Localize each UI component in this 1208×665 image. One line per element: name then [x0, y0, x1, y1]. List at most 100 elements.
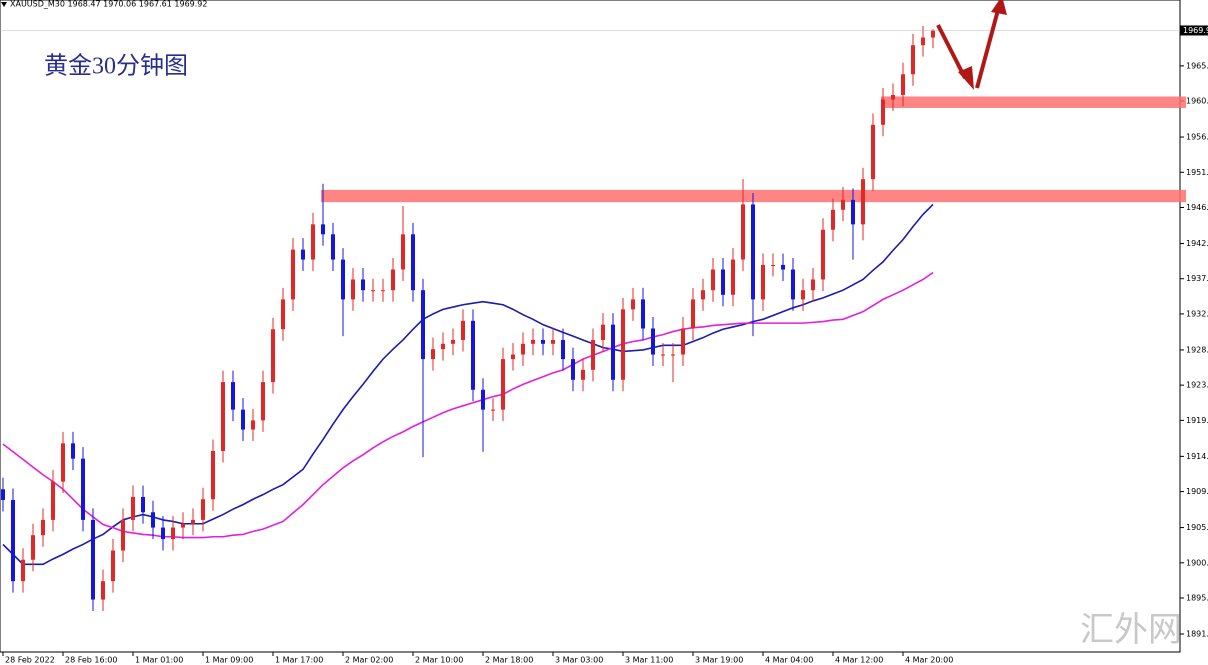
candle-body: [181, 523, 185, 528]
candle-body: [821, 229, 825, 280]
candle-body: [571, 359, 575, 380]
x-tick-label: 4 Mar 20:00: [905, 656, 953, 665]
y-tick-label: 1905.0: [1186, 523, 1208, 532]
candle-body: [731, 259, 735, 295]
x-tick-label: 28 Feb 2022: [5, 656, 55, 665]
y-tick-label: 1895.8: [1186, 594, 1208, 603]
candle-body: [891, 94, 895, 100]
candle-body: [831, 209, 835, 230]
candle-body: [331, 234, 335, 260]
candle-body: [211, 451, 215, 500]
candle-body: [491, 409, 495, 411]
moving-average: [2, 271, 934, 539]
candle-body: [881, 99, 885, 125]
candle-body: [771, 264, 775, 266]
candle-body: [111, 550, 115, 582]
candle-body: [911, 45, 915, 75]
x-tick-label: 3 Mar 19:00: [695, 656, 743, 665]
candle-body: [811, 279, 815, 291]
y-tick-label: 1909.7: [1186, 487, 1208, 496]
candle-body: [381, 290, 385, 292]
candle-body: [171, 527, 175, 540]
candle-body: [501, 359, 505, 410]
x-tick-label: 3 Mar 11:00: [625, 656, 673, 665]
candle-body: [391, 269, 395, 291]
candle-body: [711, 269, 715, 291]
candle-body: [261, 382, 265, 421]
y-tick-label: 1900.4: [1186, 558, 1208, 567]
candle-body: [131, 496, 135, 520]
resistance-zone: [881, 96, 1186, 108]
x-tick-label: 1 Mar 01:00: [135, 656, 183, 665]
candle-body: [651, 328, 655, 355]
candle-body: [251, 420, 255, 430]
x-tick-label: 1 Mar 09:00: [205, 656, 253, 665]
plot-area: [0, 0, 1181, 653]
candle-body: [11, 500, 15, 582]
candle-body: [341, 259, 345, 300]
chart-title: 黄金30分钟图: [44, 53, 188, 80]
y-tick-label: 1928.2: [1186, 345, 1208, 354]
y-tick-label: 1919.0: [1186, 416, 1208, 425]
candle-body: [1, 489, 5, 501]
candle-body: [311, 224, 315, 260]
candle-body: [281, 299, 285, 330]
candle-body: [451, 339, 455, 344]
arrows: [936, 0, 1007, 90]
candle-body: [411, 234, 415, 291]
candle-body: [901, 74, 905, 95]
candle-body: [51, 481, 55, 520]
moving-average: [2, 203, 934, 566]
x-tick-label: 3 Mar 03:00: [555, 656, 603, 665]
candle-body: [701, 290, 705, 300]
x-tick-label: 4 Mar 04:00: [765, 656, 813, 665]
candle-body: [81, 458, 85, 520]
arrow-up: [975, 9, 1000, 89]
candle-body: [71, 443, 75, 459]
candle-body: [241, 409, 245, 430]
candle-body: [521, 343, 525, 355]
candle-body: [751, 204, 755, 300]
candle-body: [161, 527, 165, 540]
candle-body: [541, 339, 545, 344]
candle-body: [121, 519, 125, 551]
header-icon: [1, 2, 7, 7]
candle-body: [511, 354, 515, 360]
y-tick-label: 1946.8: [1186, 203, 1208, 212]
candle-body: [301, 249, 305, 260]
candle-body: [441, 343, 445, 350]
candle-body: [561, 339, 565, 360]
x-tick-label: 2 Mar 02:00: [345, 656, 393, 665]
candle-body: [691, 299, 695, 329]
candle-body: [201, 499, 205, 520]
candle-body: [921, 37, 925, 46]
candle-body: [91, 519, 95, 600]
candle-body: [31, 535, 35, 560]
candle-body: [231, 382, 235, 410]
y-tick-label: 1951.4: [1186, 168, 1208, 177]
y-tick-label: 1937.5: [1186, 274, 1208, 283]
candle-body: [401, 234, 405, 270]
price-label: 1969.92: [1183, 26, 1208, 35]
y-tick-label: 1932.9: [1186, 309, 1208, 318]
candle-body: [671, 354, 675, 356]
candle-body: [321, 224, 325, 235]
y-tick-label: 1942.1: [1186, 239, 1208, 248]
candle-body: [421, 290, 425, 360]
y-tick-label: 1891.1: [1186, 630, 1208, 639]
y-tick-label: 1956.0: [1186, 133, 1208, 142]
candle-body: [581, 369, 585, 380]
candle-body: [851, 199, 855, 225]
candle-body: [361, 279, 365, 291]
candle-body: [141, 496, 145, 513]
x-tick-label: 2 Mar 18:00: [485, 656, 533, 665]
candle-body: [791, 269, 795, 300]
arrow-head: [991, 0, 1007, 15]
candle-body: [841, 199, 845, 210]
candle-body: [591, 339, 595, 370]
candle-body: [291, 249, 295, 300]
candle-body: [101, 581, 105, 600]
candle-body: [681, 328, 685, 355]
candle-body: [61, 443, 65, 482]
candle-body: [481, 389, 485, 410]
